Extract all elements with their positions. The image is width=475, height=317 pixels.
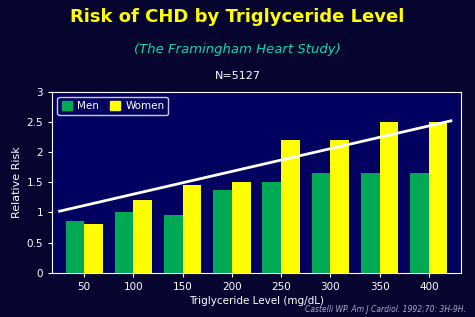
Bar xyxy=(213,190,232,273)
Bar xyxy=(429,122,447,273)
Legend: Men, Women: Men, Women xyxy=(57,97,169,115)
Bar xyxy=(330,140,349,273)
Bar xyxy=(262,182,281,273)
Bar xyxy=(66,221,84,273)
Bar xyxy=(84,224,103,273)
Bar xyxy=(183,185,201,273)
Bar xyxy=(133,200,152,273)
Y-axis label: Relative Risk: Relative Risk xyxy=(12,146,22,218)
Text: Castelli WP. Am J Cardiol. 1992;70: 3H-9H.: Castelli WP. Am J Cardiol. 1992;70: 3H-9… xyxy=(304,305,466,314)
X-axis label: Triglyceride Level (mg/dL): Triglyceride Level (mg/dL) xyxy=(189,296,324,306)
Text: (The Framingham Heart Study): (The Framingham Heart Study) xyxy=(134,43,341,56)
Bar xyxy=(312,173,330,273)
Bar xyxy=(232,182,251,273)
Bar xyxy=(380,122,398,273)
Text: Risk of CHD by Triglyceride Level: Risk of CHD by Triglyceride Level xyxy=(70,8,405,26)
Bar xyxy=(410,173,429,273)
Bar xyxy=(164,216,183,273)
Bar xyxy=(281,140,300,273)
Bar xyxy=(115,212,133,273)
Text: N=5127: N=5127 xyxy=(215,71,260,81)
Bar xyxy=(361,173,380,273)
